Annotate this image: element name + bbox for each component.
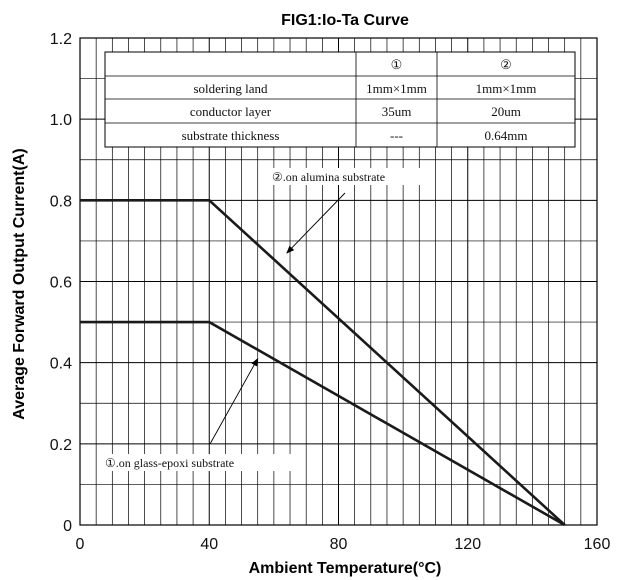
x-tick-label: 40 [200,536,218,553]
annotation-bg [102,454,295,471]
annotation-label: ②.on alumina substrate [272,170,385,184]
table-header-cell: ① [391,57,403,72]
table-cell: 35um [382,104,412,119]
table-row-label: soldering land [193,81,268,96]
annotation-arrow [286,192,346,254]
table-cell: 1mm×1mm [366,81,427,96]
x-axis-label: Ambient Temperature(°C) [249,560,442,577]
annotation-label: ①.on glass-epoxi substrate [105,456,234,470]
tick-labels: 0 40 80 120 160 0 0.2 0.4 0.6 0.8 1.0 1.2 [50,31,611,553]
y-tick-label: 0.2 [50,437,72,454]
annotation-bg [269,168,432,185]
x-tick-label: 80 [330,536,348,553]
annotations: ②.on alumina substrate ①.on glass-epoxi s… [102,168,432,471]
table-row-label: substrate thickness [182,128,280,143]
y-tick-label: 0.6 [50,275,72,292]
y-tick-label: 1.2 [50,31,72,48]
table-header-cell: ② [500,57,512,72]
x-tick-label: 120 [454,536,481,553]
table-frame [104,51,576,148]
x-tick-label: 0 [76,536,85,553]
table-cell: 0.64mm [485,128,528,143]
plot-frame [79,37,598,526]
y-tick-label: 0 [63,518,72,535]
y-tick-label: 0.4 [50,356,72,373]
y-axis-label: Average Forward Output Current(A) [11,148,28,419]
y-tick-label: 0.8 [50,193,72,210]
annotation-arrow [209,357,259,445]
chart-title: FIG1:Io-Ta Curve [281,12,409,29]
table-row-label: conductor layer [190,104,272,119]
spec-table: ① ② soldering land 1mm×1mm 1mm×1mm conductor … [104,51,576,148]
table-cell: 1mm×1mm [476,81,537,96]
series-group [79,199,566,527]
table-cell: 20um [491,104,521,119]
x-tick-label: 160 [584,536,611,553]
y-tick-label: 1.0 [50,112,72,129]
table-cell: --- [390,128,403,143]
